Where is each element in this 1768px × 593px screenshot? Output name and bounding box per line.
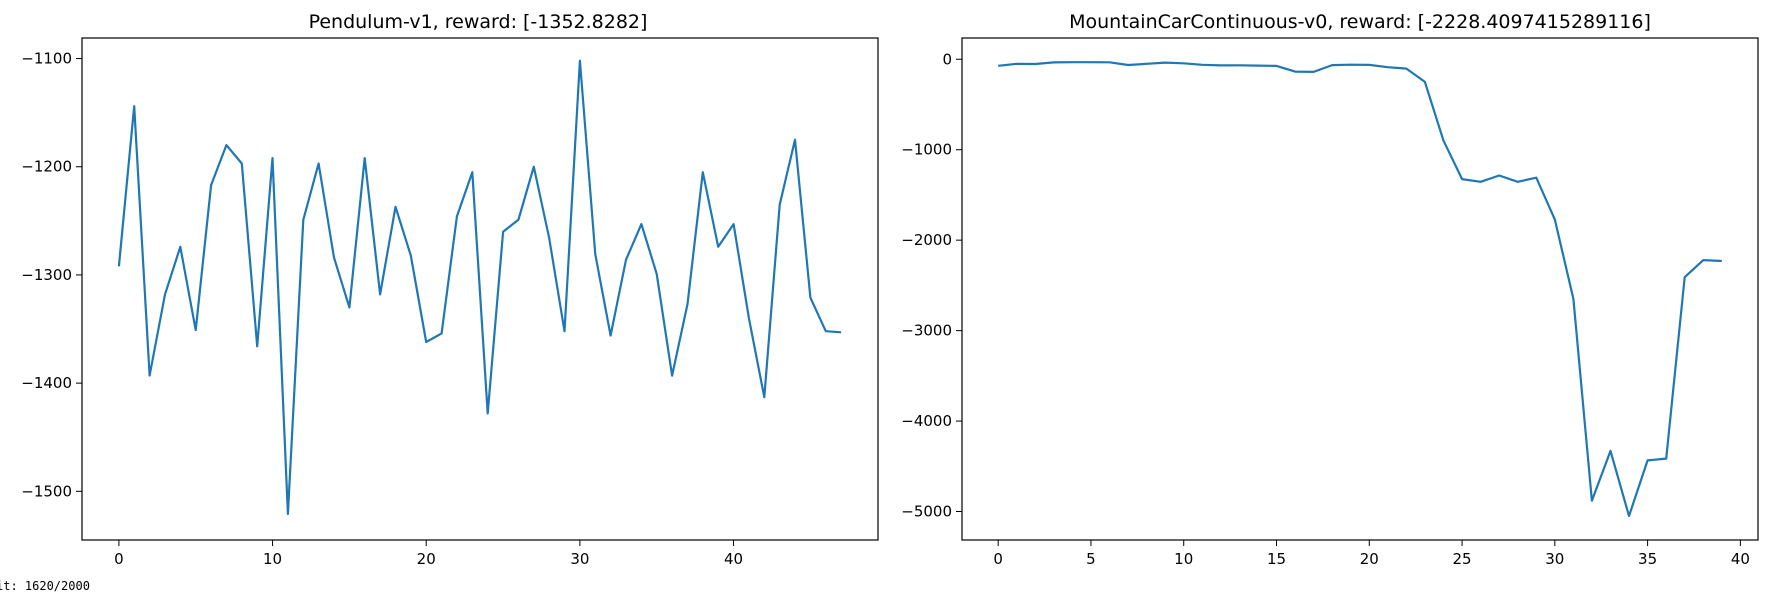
mountaincar-x-tick-label: 0 xyxy=(993,550,1003,568)
mountaincar-y-tick-label: −4000 xyxy=(901,412,952,430)
pendulum-x-tick-label: 10 xyxy=(263,550,282,568)
mountaincar-chart: MountainCarContinuous-v0, reward: [-2228… xyxy=(901,11,1759,568)
mountaincar-x-tick-label: 20 xyxy=(1360,550,1379,568)
mountaincar-y-tick-label: 0 xyxy=(942,50,952,68)
mountaincar-plot-frame xyxy=(961,37,1759,541)
iteration-status: it: 1620/2000 xyxy=(0,579,90,593)
mountaincar-y-tick-label: −5000 xyxy=(901,503,952,521)
pendulum-plot-frame xyxy=(81,37,879,541)
mountaincar-x-tick-label: 30 xyxy=(1545,550,1564,568)
mountaincar-x-tick-label: 5 xyxy=(1086,550,1096,568)
pendulum-y-tick-label: −1200 xyxy=(21,158,72,176)
mountaincar-y-tick-label: −3000 xyxy=(901,322,952,340)
pendulum-y-tick-label: −1400 xyxy=(21,374,72,392)
mountaincar-x-tick-label: 40 xyxy=(1731,550,1750,568)
pendulum-y-tick-label: −1100 xyxy=(21,50,72,68)
pendulum-reward-line xyxy=(117,59,842,516)
mountaincar-x-tick-label: 25 xyxy=(1453,550,1472,568)
mountaincar-chart-title: MountainCarContinuous-v0, reward: [-2228… xyxy=(1069,11,1651,33)
pendulum-chart: Pendulum-v1, reward: [-1352.8282] 0 10 20 3… xyxy=(21,11,879,568)
pendulum-x-tick-label: 20 xyxy=(417,550,436,568)
mountaincar-x-tick-label: 15 xyxy=(1267,550,1286,568)
pendulum-x-tick-label: 30 xyxy=(570,550,589,568)
pendulum-y-tick-label: −1300 xyxy=(21,266,72,284)
pendulum-x-tick-label: 0 xyxy=(114,550,124,568)
pendulum-y-tick-label: −1500 xyxy=(21,482,72,500)
mountaincar-y-tick-label: −1000 xyxy=(901,141,952,159)
pendulum-chart-title: Pendulum-v1, reward: [-1352.8282] xyxy=(309,11,648,33)
mountaincar-reward-line xyxy=(998,61,1722,518)
mountaincar-x-tick-label: 10 xyxy=(1174,550,1193,568)
pendulum-x-tick-label: 40 xyxy=(724,550,743,568)
mountaincar-x-tick-label: 35 xyxy=(1638,550,1657,568)
mountaincar-y-tick-label: −2000 xyxy=(901,231,952,249)
